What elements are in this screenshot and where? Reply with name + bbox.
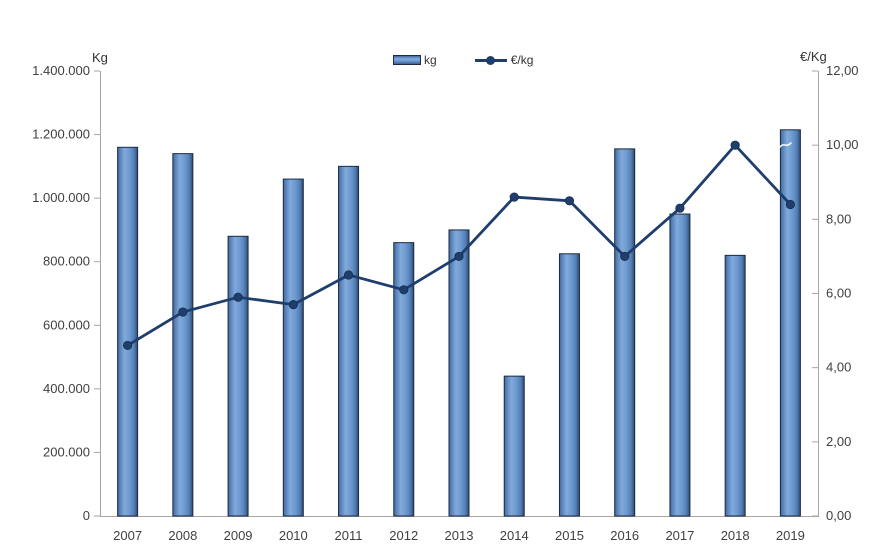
legend: kg €/kg [393, 53, 533, 67]
line-point-2012 [399, 285, 409, 295]
bar-2007 [117, 146, 139, 517]
x-axis-label-2016: 2016 [610, 528, 639, 543]
x-axis-label-2019: 2019 [776, 528, 805, 543]
line-point-2017 [675, 203, 685, 213]
bar-2015 [558, 253, 580, 517]
line-point-2011 [343, 270, 354, 280]
line-point-2008 [178, 307, 188, 317]
x-axis-label-2008: 2008 [168, 528, 197, 543]
right-axis-title: €/Kg [800, 49, 827, 64]
bar-2019 [779, 129, 801, 517]
line-point-2015 [564, 196, 575, 206]
x-axis-label-2018: 2018 [721, 528, 750, 543]
x-axis-label-2011: 2011 [335, 528, 363, 543]
left-axis-tick-label: 600.000 [43, 317, 90, 332]
legend-bar-swatch-icon [393, 55, 421, 65]
left-axis-tick-label: 1.400.000 [32, 63, 90, 78]
line-point-2018 [730, 140, 740, 150]
line-point-2009 [233, 292, 243, 302]
legend-line-label: €/kg [510, 53, 534, 67]
x-axis-label-2007: 2007 [113, 528, 142, 543]
left-axis-tick-label: 0 [83, 508, 90, 523]
left-axis-tick-label: 800.000 [43, 254, 90, 269]
right-axis-tick-label: 0,00 [826, 508, 851, 523]
bar-2009 [227, 235, 249, 517]
left-axis-tick-label: 400.000 [43, 381, 90, 396]
bar-2012 [393, 242, 415, 517]
x-axis-label-2017: 2017 [665, 528, 694, 543]
bar-2010 [282, 178, 304, 517]
right-axis-tick-label: 2,00 [826, 434, 851, 449]
x-axis-label-2009: 2009 [224, 528, 253, 543]
left-axis-tick-label: 1.200.000 [32, 127, 90, 142]
right-axis-tick-label: 8,00 [826, 211, 851, 226]
bar-highlight-artifact [778, 142, 792, 149]
bar-2018 [724, 254, 746, 517]
right-axis-tick-label: 12,00 [826, 63, 859, 78]
line-point-2014 [509, 192, 519, 202]
right-axis-tick-label: 6,00 [826, 286, 851, 301]
legend-line-swatch-icon [474, 55, 507, 65]
bar-2011 [338, 165, 360, 517]
x-axis-label-2013: 2013 [445, 528, 474, 543]
bar-2016 [614, 148, 636, 517]
line-point-2007 [123, 340, 133, 351]
x-axis-label-2015: 2015 [555, 528, 584, 543]
x-axis-label-2014: 2014 [500, 528, 529, 543]
bar-2008 [172, 153, 194, 517]
bar-2014 [503, 375, 525, 517]
left-axis-title: Kg [92, 50, 108, 65]
left-axis-tick-label: 1.000.000 [32, 190, 90, 205]
legend-line-marker-icon [485, 55, 495, 65]
right-axis-tick-label: 10,00 [826, 137, 859, 152]
line-point-2019 [785, 199, 795, 210]
legend-bar-label: kg [424, 53, 437, 67]
bar-2013 [448, 229, 470, 517]
line-point-2010 [288, 300, 298, 310]
x-axis-label-2012: 2012 [389, 528, 418, 543]
left-axis-tick-label: 200.000 [43, 444, 90, 459]
right-axis-tick-label: 4,00 [826, 360, 851, 375]
line-point-2016 [620, 251, 630, 262]
line-point-2013 [454, 251, 464, 262]
bar-2017 [669, 213, 691, 517]
x-axis-label-2010: 2010 [279, 528, 308, 543]
